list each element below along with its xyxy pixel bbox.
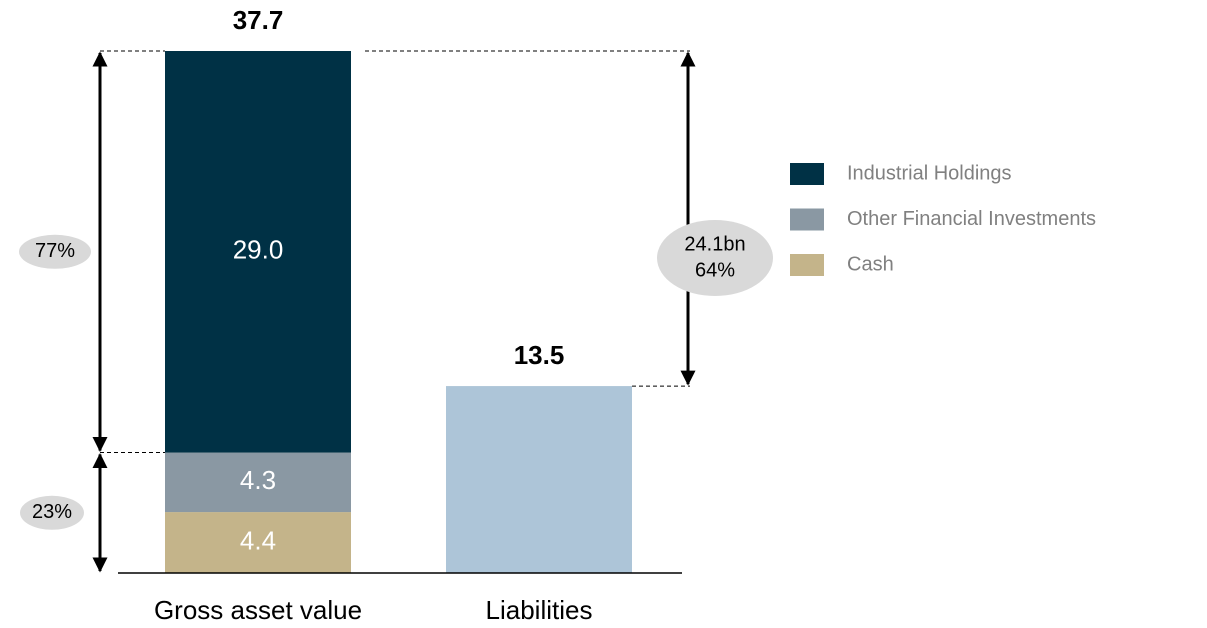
annotation-bubble (20, 495, 84, 530)
bar-segment (165, 512, 351, 573)
legend-swatch (790, 254, 824, 276)
total-label: 13.5 (514, 340, 565, 370)
legend-swatch (790, 163, 824, 185)
bar-segment (165, 51, 351, 453)
bar-segment (446, 386, 632, 573)
bar-segment (165, 452, 351, 513)
annotation: 64% (695, 259, 735, 281)
legend-label: Cash (847, 253, 894, 275)
annotation: 24.1bn (684, 233, 745, 255)
legend-label: Industrial Holdings (847, 162, 1012, 184)
annotation: 23% (32, 501, 72, 523)
x-tick-label: Liabilities (486, 595, 593, 625)
data-label: 29.0 (233, 235, 284, 265)
annotation-bubble (19, 234, 91, 269)
x-tick-label: Gross asset value (154, 595, 362, 625)
total-label: 37.7 (233, 5, 284, 35)
data-label: 4.3 (240, 465, 276, 495)
legend-swatch (790, 208, 824, 231)
legend-label: Other Financial Investments (847, 208, 1096, 230)
annotation-bubble (657, 220, 773, 296)
data-label: 4.4 (240, 525, 276, 555)
annotation: 77% (35, 240, 75, 262)
